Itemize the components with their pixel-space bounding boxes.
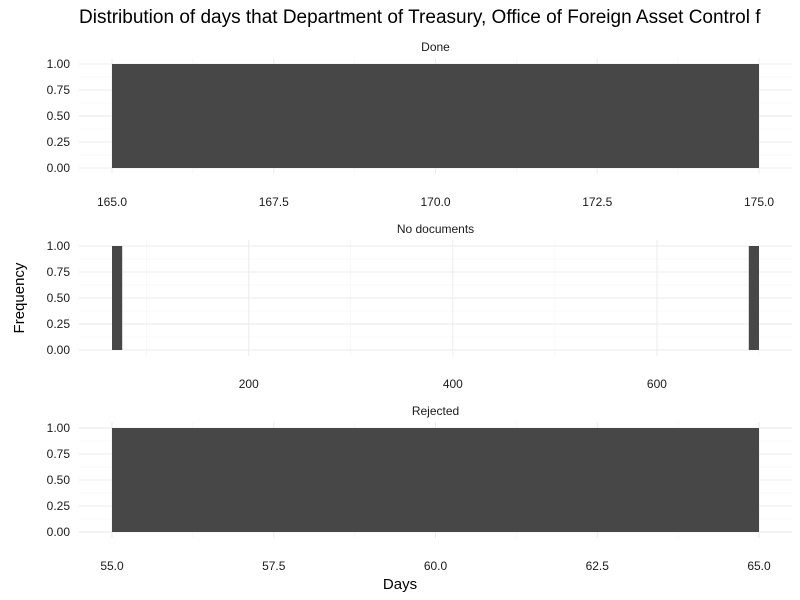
y-axis-title: Frequency: [11, 262, 28, 333]
y-tick-label: 1.00: [47, 421, 71, 435]
y-tick-label: 1.00: [47, 57, 71, 71]
x-tick-label: 60.0: [424, 559, 448, 573]
x-axis-title: Days: [383, 576, 417, 593]
facet-label: No documents: [397, 222, 474, 236]
x-tick-label: 175.0: [744, 195, 774, 209]
x-tick-label: 55.0: [100, 559, 124, 573]
facet-label: Rejected: [412, 404, 459, 418]
facet-done: Done 0.00 0.25 0.50 0.75 1.00 165.0 167.5 170.0 1…: [47, 40, 792, 209]
x-tick-label: 167.5: [259, 195, 289, 209]
histogram-bar: [112, 246, 123, 350]
x-tick-label: 65.0: [747, 559, 771, 573]
facet-label: Done: [421, 40, 450, 54]
facet-rejected: Rejected 0.00 0.25 0.50 0.75 1.00 55.0 57.5 60.0…: [47, 404, 792, 573]
facet-panels: Done 0.00 0.25 0.50 0.75 1.00 165.0 167.5 170.0 1…: [47, 40, 792, 573]
x-tick-label: 400: [443, 377, 463, 391]
histogram-bar: [112, 428, 759, 532]
y-tick-label: 0.00: [47, 525, 71, 539]
x-tick-label: 165.0: [97, 195, 127, 209]
histogram-bar: [748, 246, 759, 350]
chart-title: Distribution of days that Department of …: [79, 7, 761, 28]
y-tick-label: 0.75: [47, 265, 71, 279]
facet-no-documents: No documents 0.00 0.25 0.50 0.75 1.00 200 400 60…: [47, 222, 792, 391]
y-tick-label: 0.00: [47, 161, 71, 175]
histogram-bar: [112, 64, 759, 168]
y-tick-label: 0.50: [47, 109, 71, 123]
y-tick-label: 0.25: [47, 499, 71, 513]
x-tick-label: 600: [647, 377, 667, 391]
y-tick-label: 0.25: [47, 317, 71, 331]
x-tick-label: 170.0: [420, 195, 450, 209]
x-tick-label: 200: [239, 377, 259, 391]
y-tick-label: 0.25: [47, 135, 71, 149]
y-tick-label: 0.50: [47, 473, 71, 487]
y-tick-label: 0.75: [47, 83, 71, 97]
x-tick-label: 172.5: [582, 195, 612, 209]
y-tick-label: 0.75: [47, 447, 71, 461]
y-tick-label: 0.50: [47, 291, 71, 305]
y-tick-label: 1.00: [47, 239, 71, 253]
y-tick-label: 0.00: [47, 343, 71, 357]
x-tick-label: 57.5: [262, 559, 286, 573]
x-tick-label: 62.5: [586, 559, 610, 573]
